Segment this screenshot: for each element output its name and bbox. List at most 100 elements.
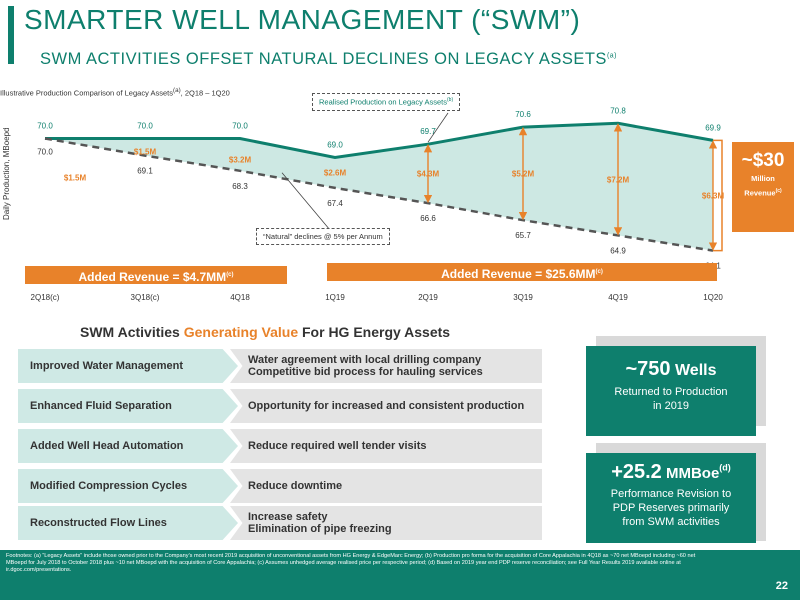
wells-stat-desc: in 2019 <box>652 400 690 412</box>
activity-description-line: Reduce downtime <box>248 480 343 492</box>
gap-revenue-label: $7.2M <box>607 175 630 184</box>
wells-stat-desc: Returned to Production <box>614 386 728 398</box>
activity-description-line: Reduce required well tender visits <box>248 440 427 452</box>
added-revenue-2018-note: (c) <box>226 272 234 278</box>
production-chart: Daily Production, MBoepd 70.0 70.0 70.0 69.… <box>2 106 725 302</box>
activity-row: Added Well Head Automation Reduce requir… <box>18 429 542 463</box>
natural-value-label: 66.6 <box>420 214 436 223</box>
natural-value-label: 69.1 <box>137 167 153 176</box>
activity-label: Reconstructed Flow Lines <box>18 506 238 540</box>
realised-callout-leader <box>427 112 449 143</box>
page-subtitle: SWM ACTIVITIES OFFSET NATURAL DECLINES O… <box>40 50 617 69</box>
subtitle-footnote: (a) <box>606 52 617 60</box>
activities-title: SWM Activities Generating Value For HG E… <box>80 324 450 340</box>
natural-value-label: 68.3 <box>232 182 248 191</box>
x-tick-label: 4Q18 <box>230 293 250 302</box>
footer-bar <box>0 550 800 600</box>
added-revenue-2019-text: Added Revenue = $25.6MM <box>441 267 596 281</box>
activity-description-line: Competitive bid process for hauling serv… <box>248 366 483 378</box>
realised-value-label: 70.0 <box>137 122 153 131</box>
activity-label: Added Well Head Automation <box>18 429 238 463</box>
gap-revenue-label: $1.5M <box>134 148 157 157</box>
reserves-stat-desc: Performance Revision to <box>610 488 732 500</box>
realised-callout-text: Realised Production on Legacy Assets <box>319 97 447 107</box>
activity-row: Modified Compression Cycles Reduce downt… <box>18 469 542 503</box>
activity-label: Improved Water Management <box>18 349 238 383</box>
natural-value-label: 67.4 <box>327 199 343 208</box>
realised-production-line <box>45 121 714 160</box>
reserves-stat-box: +25.2 MMBoe(d) Performance Revision to P… <box>586 453 756 543</box>
reserves-stat-note: (d) <box>719 462 731 473</box>
total-revenue-value: ~$30 <box>741 150 785 171</box>
x-tick-label: 2Q18(c) <box>31 293 60 302</box>
activity-row: Enhanced Fluid Separation Opportunity fo… <box>18 389 542 423</box>
added-revenue-2018-banner: Added Revenue = $4.7MM(c) <box>25 266 287 284</box>
reserves-stat-number: +25.2 <box>611 461 662 483</box>
total-revenue-unit: Million <box>751 174 775 183</box>
activity-label: Modified Compression Cycles <box>18 469 238 503</box>
activity-label: Enhanced Fluid Separation <box>18 389 238 423</box>
x-tick-label: 3Q19 <box>513 293 533 302</box>
activity-description: Reduce required well tender visits <box>230 429 542 463</box>
wells-stat-value: ~750 Wells <box>586 358 756 381</box>
revenue-bracket <box>713 139 723 252</box>
realised-value-label: 69.0 <box>327 141 343 150</box>
gap-revenue-label: $4.3M <box>417 170 440 179</box>
footnotes: Footnotes: (a) “Legacy Assets” include t… <box>6 553 696 573</box>
total-revenue-label-text: Revenue <box>744 188 776 198</box>
activity-description-line: Elimination of pipe freezing <box>248 523 392 535</box>
activity-row: Reconstructed Flow Lines Increase safety… <box>18 506 542 540</box>
gap-revenue-label: $6.3M <box>702 192 725 201</box>
activities-title-highlight: Generating Value <box>183 324 299 340</box>
activity-description-line: Increase safety <box>248 511 328 523</box>
realised-value-label: 69.7 <box>420 127 436 136</box>
added-revenue-2019-banner: Added Revenue = $25.6MM(c) <box>327 263 717 281</box>
x-tick-label: 1Q19 <box>325 293 345 302</box>
realised-value-label: 70.0 <box>232 122 248 131</box>
total-revenue-note: (c) <box>775 188 782 194</box>
total-revenue-box: ~$30 Million Revenue(c) <box>732 142 794 232</box>
activity-description: Water agreement with local drilling comp… <box>230 349 542 383</box>
natural-decline-callout: “Natural” declines @ 5% per Annum <box>256 228 390 245</box>
realised-value-label: 70.6 <box>515 110 531 119</box>
activity-description: Reduce downtime <box>230 469 542 503</box>
activity-description: Increase safety Elimination of pipe free… <box>230 506 542 540</box>
chart-caption-note: (a) <box>173 87 181 94</box>
gap-revenue-label: $5.2M <box>512 170 535 179</box>
activity-row: Improved Water Management Water agreemen… <box>18 349 542 383</box>
activities-title-pre: SWM Activities <box>80 324 184 340</box>
added-revenue-2018-text: Added Revenue = $4.7MM <box>78 270 227 284</box>
x-tick-label: 4Q19 <box>608 293 628 302</box>
reserves-stat-desc: from SWM activities <box>622 516 720 528</box>
activities-title-post: For HG Energy Assets <box>298 324 451 340</box>
reserves-stat-unit: MMBoe <box>661 465 720 482</box>
gap-revenue-label: $1.5M <box>64 174 87 183</box>
x-tick-label: 2Q19 <box>418 293 438 302</box>
natural-decline-line <box>44 137 714 252</box>
chart-caption: Illustrative Production Comparison of Le… <box>0 87 230 98</box>
natural-value-label: 64.9 <box>610 246 626 255</box>
activity-description-line: Opportunity for increased and consistent… <box>248 400 525 412</box>
gap-revenue-label: $2.6M <box>324 169 347 178</box>
wells-stat-unit: Wells <box>670 362 717 379</box>
activity-description-line: Water agreement with local drilling comp… <box>248 354 482 366</box>
page-number: 22 <box>775 580 788 592</box>
natural-value-label: 65.7 <box>515 231 531 240</box>
realised-value-label: 69.9 <box>705 123 721 132</box>
realised-value-label: 70.0 <box>37 122 53 131</box>
natural-value-label: 70.0 <box>37 148 53 157</box>
gap-revenue-label: $3.2M <box>229 156 252 165</box>
title-accent-bar <box>8 6 14 64</box>
natural-callout-leader <box>281 172 331 231</box>
realised-value-label: 70.8 <box>610 106 626 115</box>
x-tick-label: 3Q18(c) <box>131 293 160 302</box>
chart-caption-text: Illustrative Production Comparison of Le… <box>0 88 174 98</box>
gap-area <box>45 123 713 251</box>
wells-stat-number: ~750 <box>625 358 671 380</box>
chart-marks: 70.0 70.0 70.0 69.0 69.7 70.6 70.8 69.9 70.0 69.1… <box>31 106 725 302</box>
realised-production-callout: Realised Production on Legacy Assets(b) <box>312 93 461 111</box>
reserves-stat-desc: PDP Reserves primarily <box>612 502 730 514</box>
x-tick-label: 1Q20 <box>703 293 723 302</box>
subtitle-text: SWM ACTIVITIES OFFSET NATURAL DECLINES O… <box>40 50 607 68</box>
chart-caption-period: , 2Q18 – 1Q20 <box>180 88 230 98</box>
